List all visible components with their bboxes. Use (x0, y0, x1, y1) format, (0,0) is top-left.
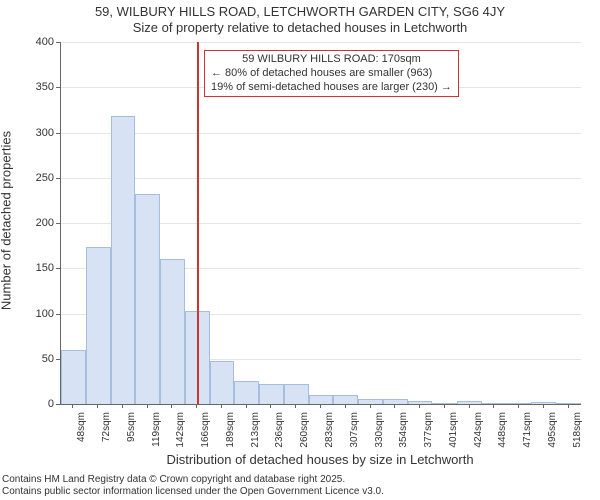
xtick-mark (72, 404, 73, 408)
xtick-label: 401sqm (448, 412, 459, 452)
xtick-mark (469, 404, 470, 408)
histogram-bar (210, 361, 235, 404)
xtick-label: 142sqm (175, 412, 186, 452)
xtick-mark (221, 404, 222, 408)
histogram-bar (135, 194, 160, 404)
ytick-label: 200 (26, 217, 54, 229)
xtick-mark (345, 404, 346, 408)
ytick-label: 0 (26, 398, 54, 410)
xtick-mark (419, 404, 420, 408)
xtick-mark (543, 404, 544, 408)
ytick-label: 150 (26, 262, 54, 274)
ytick-label: 100 (26, 308, 54, 320)
xtick-label: 48sqm (76, 412, 87, 452)
xtick-label: 424sqm (473, 412, 484, 452)
xtick-label: 471sqm (522, 412, 533, 452)
histogram-bar (358, 399, 383, 404)
xtick-label: 119sqm (151, 412, 162, 452)
xtick-label: 495sqm (547, 412, 558, 452)
annotation-box: 59 WILBURY HILLS ROAD: 170sqm← 80% of de… (204, 50, 459, 97)
annotation-line: 59 WILBURY HILLS ROAD: 170sqm (211, 53, 452, 67)
histogram-bar (531, 402, 556, 404)
xtick-label: 213sqm (250, 412, 261, 452)
xtick-label: 448sqm (497, 412, 508, 452)
ytick-mark (56, 42, 60, 43)
xtick-mark (147, 404, 148, 408)
xtick-mark (270, 404, 271, 408)
xtick-label: 307sqm (349, 412, 360, 452)
ytick-mark (56, 87, 60, 88)
xtick-mark (246, 404, 247, 408)
xtick-mark (320, 404, 321, 408)
ytick-mark (56, 404, 60, 405)
xtick-mark (394, 404, 395, 408)
ytick-mark (56, 268, 60, 269)
xtick-label: 330sqm (374, 412, 385, 452)
xtick-label: 166sqm (200, 412, 211, 452)
gridline (61, 133, 581, 134)
histogram-bar (61, 350, 86, 404)
ytick-label: 350 (26, 81, 54, 93)
histogram-bar (309, 395, 334, 404)
ytick-mark (56, 314, 60, 315)
histogram-bar (86, 247, 111, 404)
ytick-label: 50 (26, 353, 54, 365)
xtick-mark (370, 404, 371, 408)
xtick-mark (444, 404, 445, 408)
histogram-bar (234, 381, 259, 404)
ytick-label: 400 (26, 36, 54, 48)
histogram-bar (284, 384, 309, 404)
footer-line-2: Contains public sector information licen… (2, 486, 384, 498)
histogram-bar (111, 116, 136, 404)
xtick-label: 283sqm (324, 412, 335, 452)
xtick-label: 72sqm (101, 412, 112, 452)
ytick-mark (56, 178, 60, 179)
histogram-bar (160, 259, 185, 404)
xtick-mark (196, 404, 197, 408)
x-axis-title: Distribution of detached houses by size … (60, 452, 580, 467)
y-axis-title: Number of detached properties (0, 121, 14, 321)
xtick-mark (493, 404, 494, 408)
histogram-bar (457, 401, 482, 404)
xtick-label: 236sqm (274, 412, 285, 452)
xtick-mark (122, 404, 123, 408)
xtick-label: 260sqm (299, 412, 310, 452)
chart-title-main: 59, WILBURY HILLS ROAD, LETCHWORTH GARDE… (0, 4, 600, 19)
xtick-label: 95sqm (126, 412, 137, 452)
xtick-mark (518, 404, 519, 408)
chart-title-sub: Size of property relative to detached ho… (0, 20, 600, 35)
ytick-mark (56, 133, 60, 134)
xtick-label: 377sqm (423, 412, 434, 452)
histogram-bar (432, 403, 457, 404)
xtick-mark (171, 404, 172, 408)
xtick-label: 354sqm (398, 412, 409, 452)
footer-line-1: Contains HM Land Registry data © Crown c… (2, 474, 384, 486)
footer-attribution: Contains HM Land Registry data © Crown c… (2, 474, 384, 498)
xtick-label: 189sqm (225, 412, 236, 452)
gridline (61, 42, 581, 43)
ytick-label: 250 (26, 172, 54, 184)
histogram-bar (333, 395, 358, 404)
annotation-line: 19% of semi-detached houses are larger (… (211, 81, 452, 95)
gridline (61, 178, 581, 179)
xtick-mark (568, 404, 569, 408)
ytick-label: 300 (26, 127, 54, 139)
ytick-mark (56, 359, 60, 360)
reference-line (197, 42, 199, 404)
histogram-bar (259, 384, 284, 404)
annotation-line: ← 80% of detached houses are smaller (96… (211, 67, 452, 81)
histogram-bar (556, 403, 581, 404)
chart-container: 59, WILBURY HILLS ROAD, LETCHWORTH GARDE… (0, 0, 600, 500)
xtick-mark (97, 404, 98, 408)
ytick-mark (56, 223, 60, 224)
xtick-mark (295, 404, 296, 408)
xtick-label: 518sqm (572, 412, 583, 452)
